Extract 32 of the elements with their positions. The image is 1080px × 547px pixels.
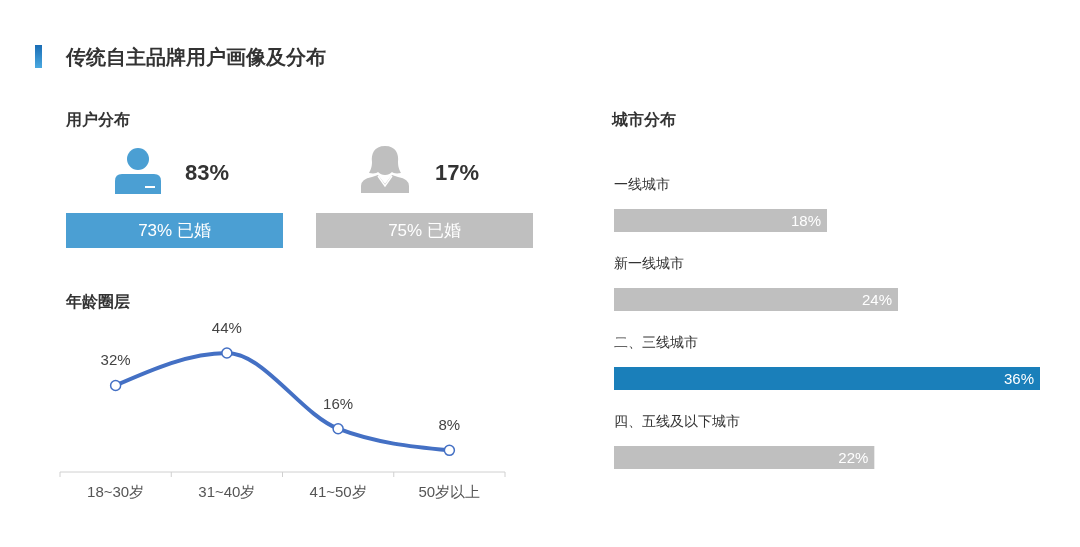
- data-label: 36%: [1003, 369, 1034, 387]
- text: 17%: [435, 159, 480, 187]
- y-tick-label: 四、五线及以下城市: [614, 413, 740, 430]
- y-tick-label: 二、三线城市: [614, 334, 698, 351]
- point: [443, 444, 456, 457]
- data-label: 44%: [211, 319, 242, 336]
- y-tick-label: 新一线城市: [614, 255, 684, 272]
- chart-title: 年龄圈层: [66, 292, 130, 312]
- x-tick-label: 50岁以上: [418, 482, 481, 500]
- bar: [614, 209, 827, 232]
- chart-title: 城市分布: [612, 110, 676, 130]
- x-tick-label: 31~40岁: [198, 482, 256, 500]
- text: 75% 已婚: [388, 220, 461, 242]
- data-label: 22%: [838, 448, 869, 466]
- text: 83%: [185, 159, 230, 187]
- data-label: 24%: [861, 290, 892, 308]
- y-tick-label: 一线城市: [614, 176, 670, 193]
- bar: [614, 288, 898, 311]
- text: 用户分布: [66, 110, 130, 130]
- data-label: 18%: [790, 211, 821, 229]
- bar: [614, 446, 875, 469]
- text: 73% 已婚: [138, 220, 211, 242]
- data-label: 32%: [100, 351, 131, 369]
- x-tick-label: 18~30岁: [87, 482, 145, 500]
- point: [332, 422, 344, 435]
- data-label: 16%: [323, 394, 354, 412]
- point: [109, 379, 122, 392]
- text: 传统自主品牌用户画像及分布: [66, 45, 326, 69]
- bar: [614, 367, 1040, 390]
- point: [221, 347, 233, 359]
- x-tick-label: 41~50岁: [309, 482, 367, 500]
- data-label: 8%: [438, 416, 461, 434]
